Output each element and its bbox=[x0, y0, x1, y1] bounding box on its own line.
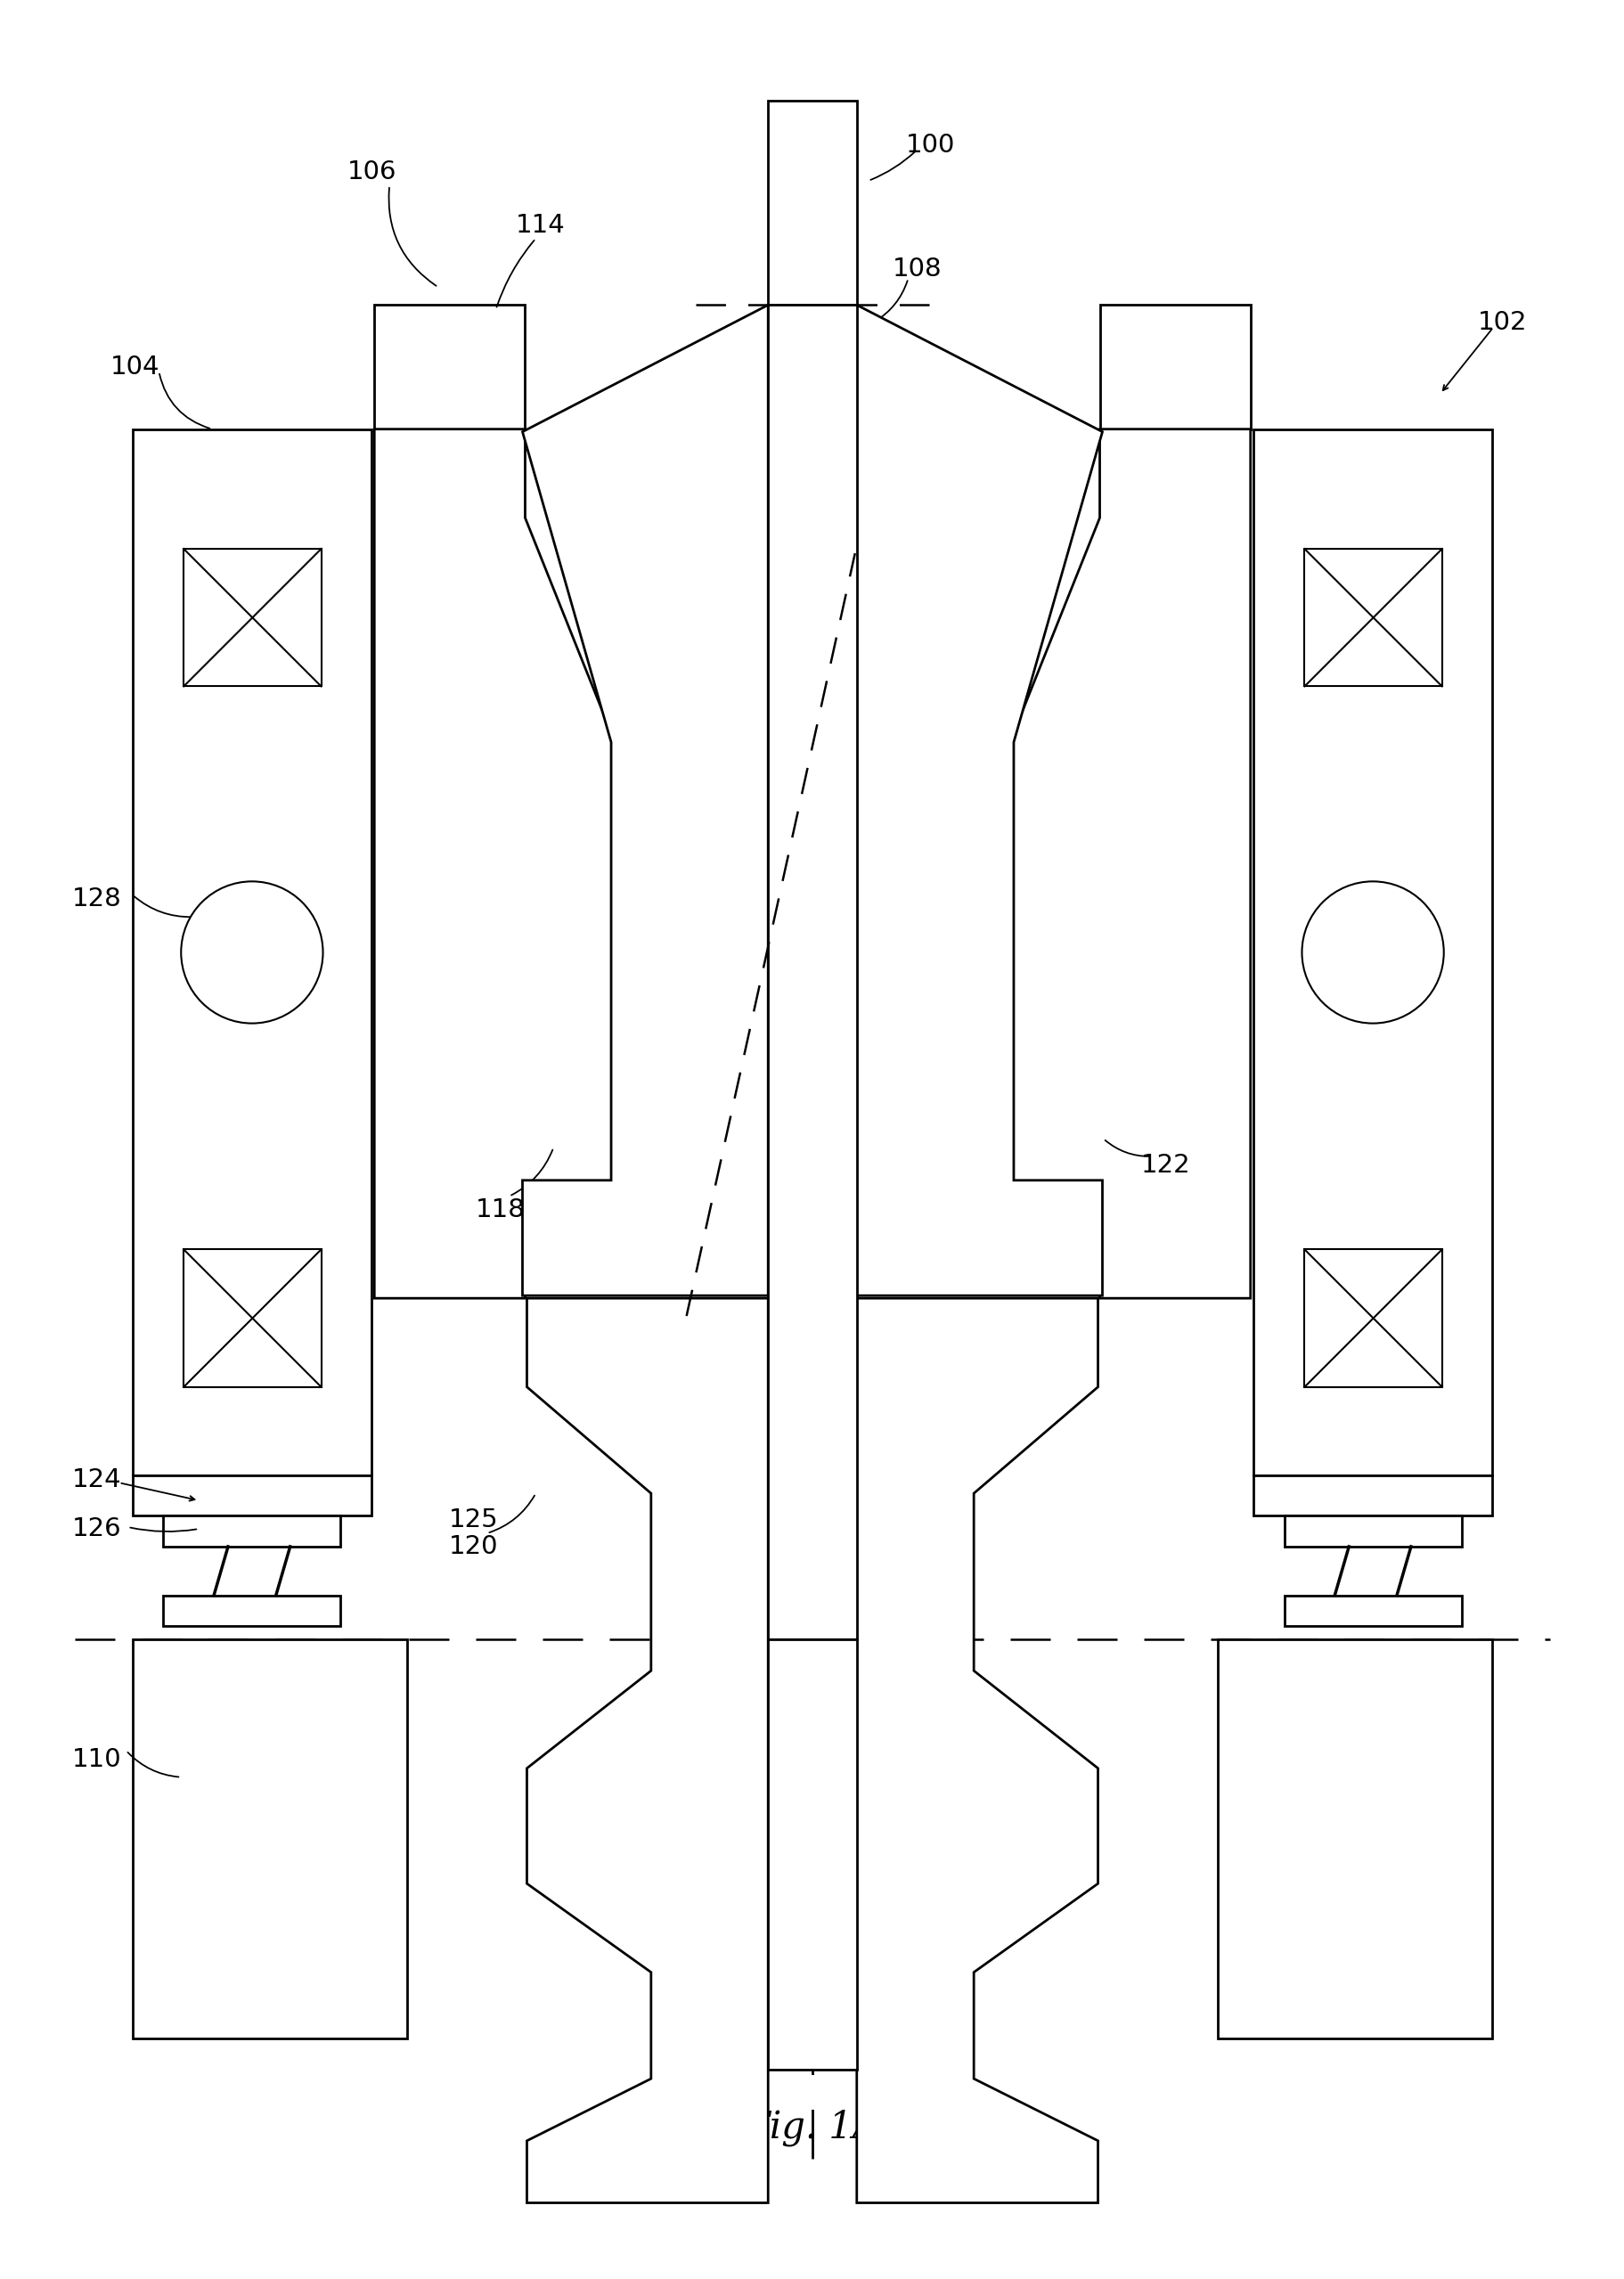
Bar bbox=[768, 100, 856, 305]
Bar bbox=[184, 1249, 322, 1388]
Text: 116: 116 bbox=[542, 1862, 591, 1887]
Bar bbox=[132, 428, 372, 1475]
Text: 125: 125 bbox=[448, 1506, 499, 1531]
Text: 100: 100 bbox=[905, 132, 955, 157]
Bar bbox=[164, 1516, 341, 1547]
Text: 120: 120 bbox=[448, 1534, 499, 1559]
Text: 124: 124 bbox=[71, 1468, 122, 1493]
Bar bbox=[768, 1639, 856, 2069]
Text: 112: 112 bbox=[918, 1983, 968, 2008]
Text: 104: 104 bbox=[110, 356, 159, 381]
Circle shape bbox=[1301, 882, 1444, 1023]
Bar bbox=[1252, 428, 1492, 1475]
Text: 114: 114 bbox=[515, 212, 565, 237]
Bar bbox=[1304, 549, 1440, 686]
Polygon shape bbox=[523, 305, 768, 1294]
Bar bbox=[184, 549, 322, 686]
Bar bbox=[768, 305, 856, 1639]
Polygon shape bbox=[1010, 428, 1250, 1299]
Bar bbox=[1099, 305, 1250, 428]
Text: Fig. 1A: Fig. 1A bbox=[744, 2108, 880, 2147]
Text: 126: 126 bbox=[71, 1516, 122, 1541]
Polygon shape bbox=[374, 428, 614, 1299]
Polygon shape bbox=[526, 1299, 768, 2204]
Bar bbox=[1252, 1475, 1492, 1516]
Circle shape bbox=[180, 882, 323, 1023]
Text: 128: 128 bbox=[71, 887, 122, 912]
Bar bbox=[132, 1639, 408, 2040]
Polygon shape bbox=[856, 1299, 1098, 2204]
Bar bbox=[132, 1475, 372, 1516]
Text: 106: 106 bbox=[348, 160, 396, 185]
Polygon shape bbox=[856, 305, 1101, 1294]
Text: 118: 118 bbox=[476, 1196, 525, 1222]
Text: 110: 110 bbox=[71, 1748, 122, 1771]
Bar bbox=[1304, 1249, 1440, 1388]
Text: 102: 102 bbox=[1476, 310, 1527, 335]
Bar bbox=[1283, 1516, 1460, 1547]
Bar bbox=[164, 1595, 341, 1627]
Text: 108: 108 bbox=[892, 258, 942, 283]
Bar bbox=[1216, 1639, 1492, 2040]
Text: 122: 122 bbox=[1140, 1153, 1189, 1178]
Bar bbox=[374, 305, 525, 428]
Bar bbox=[1283, 1595, 1460, 1627]
